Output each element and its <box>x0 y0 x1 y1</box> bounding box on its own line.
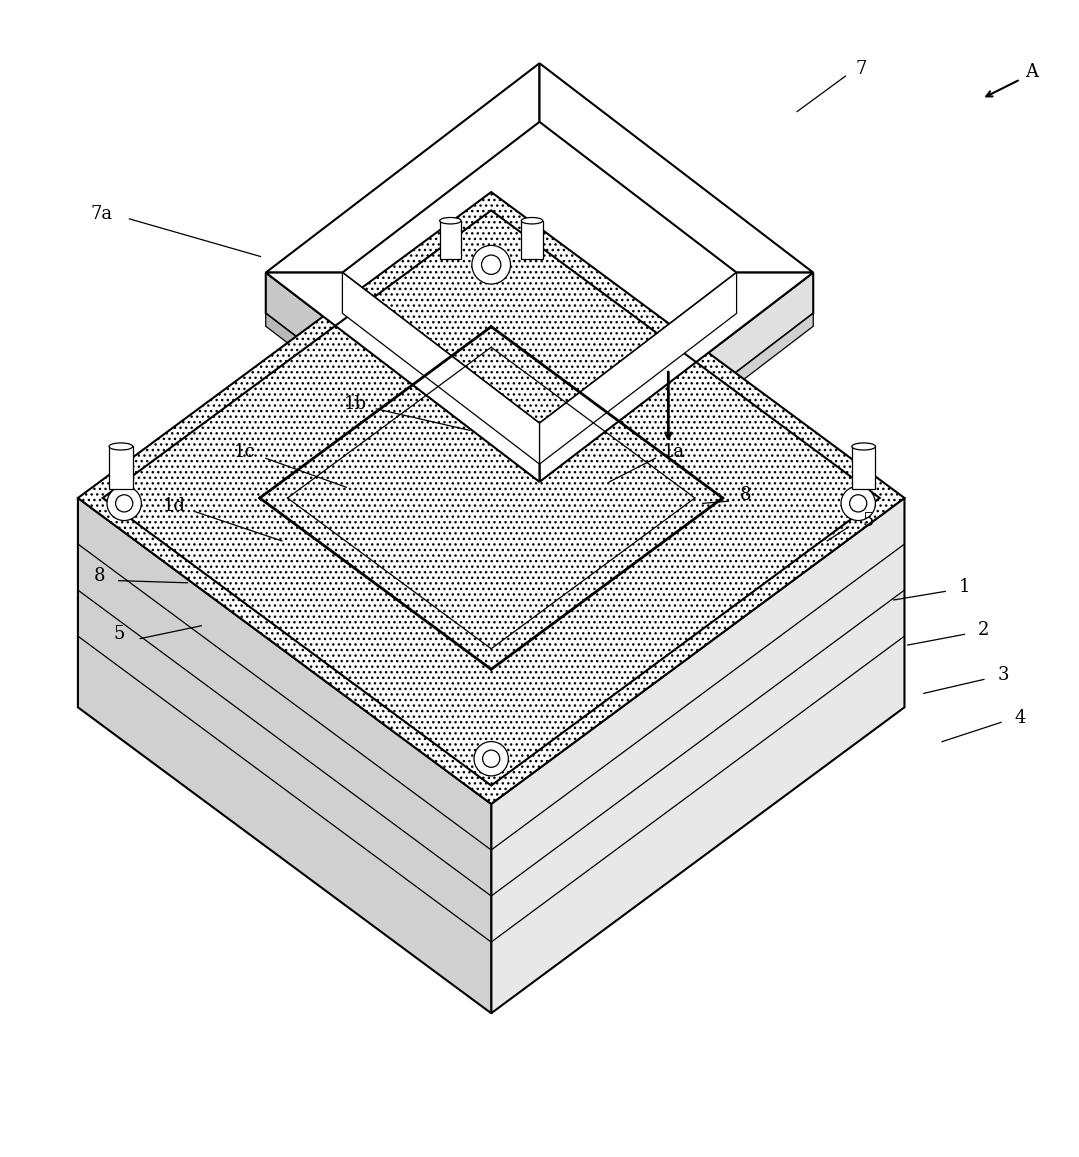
Polygon shape <box>265 273 540 481</box>
Text: 1: 1 <box>959 578 970 596</box>
Text: 2: 2 <box>979 621 989 639</box>
Circle shape <box>481 255 501 274</box>
Circle shape <box>115 495 133 511</box>
Circle shape <box>482 750 500 767</box>
Polygon shape <box>265 64 540 273</box>
Polygon shape <box>521 221 543 259</box>
Polygon shape <box>109 447 133 489</box>
Polygon shape <box>265 273 540 523</box>
Ellipse shape <box>109 443 133 450</box>
Polygon shape <box>540 273 737 464</box>
Text: 1a: 1a <box>663 443 685 460</box>
Text: 5: 5 <box>113 625 124 643</box>
Circle shape <box>849 495 866 511</box>
Text: 8: 8 <box>740 486 751 503</box>
Text: 3: 3 <box>997 666 1009 684</box>
Ellipse shape <box>439 218 461 224</box>
Text: 7: 7 <box>856 60 868 78</box>
Ellipse shape <box>521 218 543 224</box>
Polygon shape <box>540 64 814 273</box>
Polygon shape <box>265 314 540 536</box>
Text: 8: 8 <box>94 567 105 585</box>
Text: 5: 5 <box>862 511 874 530</box>
Polygon shape <box>342 273 540 464</box>
Polygon shape <box>852 447 875 489</box>
Polygon shape <box>439 221 461 259</box>
Circle shape <box>841 486 875 521</box>
Polygon shape <box>540 314 814 536</box>
Circle shape <box>474 742 508 776</box>
Circle shape <box>107 486 141 521</box>
Text: 7a: 7a <box>91 205 112 222</box>
Text: 4: 4 <box>1014 709 1026 727</box>
Polygon shape <box>540 273 814 481</box>
Ellipse shape <box>852 443 875 450</box>
Text: A: A <box>1025 62 1038 81</box>
Polygon shape <box>78 498 491 1014</box>
Polygon shape <box>491 498 904 1014</box>
Text: 1b: 1b <box>343 395 367 413</box>
Polygon shape <box>78 192 904 804</box>
Circle shape <box>472 245 510 285</box>
Text: 1d: 1d <box>163 496 186 515</box>
Text: 1c: 1c <box>233 443 255 460</box>
Polygon shape <box>540 273 814 523</box>
